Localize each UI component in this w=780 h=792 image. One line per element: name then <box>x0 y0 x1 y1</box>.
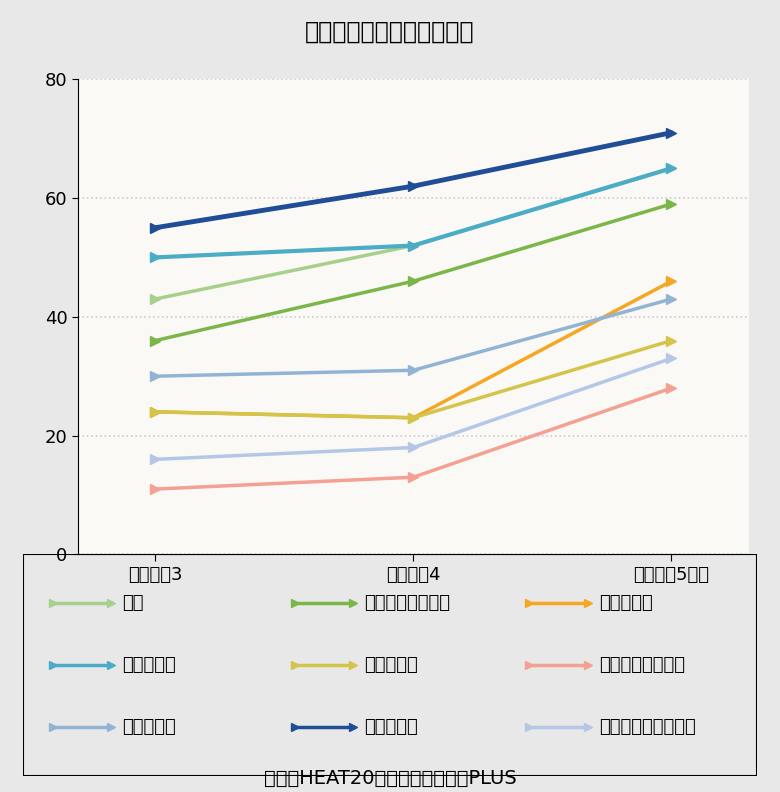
Text: 断熱化による病気の改善率: 断熱化による病気の改善率 <box>305 20 475 44</box>
Text: せき: せき <box>122 594 144 612</box>
Text: 手足の冷え: 手足の冷え <box>599 594 653 612</box>
Text: アトビー性皮膚炎: アトビー性皮膚炎 <box>364 594 450 612</box>
Text: アレルギー性鼻炎: アレルギー性鼻炎 <box>599 657 685 674</box>
Text: 肌のかゆみ: 肌のかゆみ <box>122 718 176 737</box>
Text: アレルギー性結膜炎: アレルギー性結膜炎 <box>599 718 696 737</box>
Text: 目のかゆみ: 目のかゆみ <box>364 657 418 674</box>
Text: のどの痛み: のどの痛み <box>122 657 176 674</box>
Text: 出典：HEAT20設計ガイドブックPLUS: 出典：HEAT20設計ガイドブックPLUS <box>264 769 516 788</box>
Text: 気管支喘息: 気管支喘息 <box>364 718 418 737</box>
